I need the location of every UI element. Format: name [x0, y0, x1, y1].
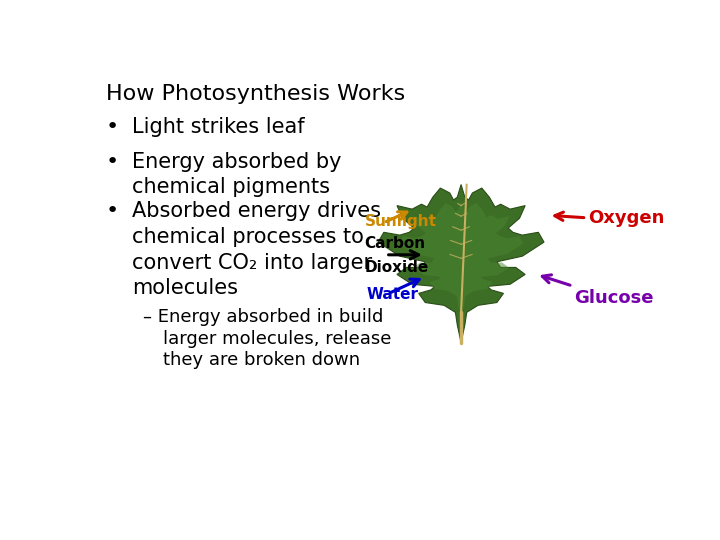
Text: Glucose: Glucose	[575, 289, 654, 307]
Text: Dioxide: Dioxide	[364, 260, 429, 275]
Text: Carbon: Carbon	[364, 235, 426, 251]
Text: Oxygen: Oxygen	[588, 209, 665, 227]
Text: larger molecules, release: larger molecules, release	[163, 330, 391, 348]
Text: Energy absorbed by
chemical pigments: Energy absorbed by chemical pigments	[132, 152, 341, 197]
Text: convert CO₂ into larger: convert CO₂ into larger	[132, 253, 372, 273]
Text: Sunlight: Sunlight	[365, 214, 437, 230]
Text: •: •	[106, 201, 119, 221]
Polygon shape	[378, 185, 544, 342]
Text: •: •	[106, 152, 119, 172]
Text: Absorbed energy drives: Absorbed energy drives	[132, 201, 381, 221]
Text: Water: Water	[366, 287, 418, 302]
Text: molecules: molecules	[132, 278, 238, 298]
Text: chemical processes to: chemical processes to	[132, 227, 364, 247]
Polygon shape	[399, 200, 523, 319]
Text: Light strikes leaf: Light strikes leaf	[132, 117, 305, 137]
Text: •: •	[106, 117, 119, 137]
Text: they are broken down: they are broken down	[163, 351, 360, 369]
Text: How Photosynthesis Works: How Photosynthesis Works	[106, 84, 405, 104]
Text: – Energy absorbed in build: – Energy absorbed in build	[143, 308, 383, 326]
